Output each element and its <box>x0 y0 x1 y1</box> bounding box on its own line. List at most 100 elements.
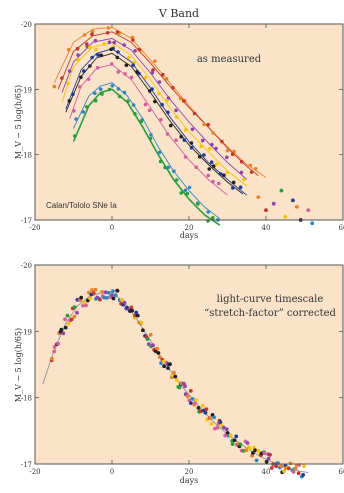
observation-point <box>90 55 94 60</box>
observation-point <box>63 317 67 322</box>
observation-point <box>211 216 215 220</box>
observation-point <box>84 303 88 308</box>
observation-point <box>106 290 111 295</box>
observation-point <box>161 359 166 364</box>
y-tick-labels-measured: -20 -19 -18 -17 <box>21 21 32 225</box>
observation-point <box>66 81 70 86</box>
observation-point <box>111 296 116 301</box>
observation-point <box>143 102 148 107</box>
observation-point <box>157 91 161 96</box>
observation-point <box>223 433 228 438</box>
observation-point <box>248 163 253 168</box>
observation-point <box>211 164 216 168</box>
observation-point <box>293 466 298 471</box>
observation-point <box>75 310 79 315</box>
observation-point <box>116 87 121 91</box>
observation-point <box>165 99 169 103</box>
observation-point <box>150 87 154 91</box>
observation-point <box>98 87 103 91</box>
observation-point <box>232 438 237 443</box>
observation-point <box>187 398 192 403</box>
observation-point <box>82 33 87 37</box>
observation-point <box>88 64 92 68</box>
observation-point <box>202 122 206 127</box>
observation-point <box>123 72 127 76</box>
observation-point <box>282 469 286 474</box>
observation-point <box>112 40 116 45</box>
observation-point <box>118 94 122 99</box>
observation-point <box>196 406 201 410</box>
observation-point <box>124 63 129 67</box>
observation-point <box>147 89 152 93</box>
x-tick-label: 0 <box>110 224 114 232</box>
observation-point <box>71 92 75 96</box>
observation-point <box>88 296 93 301</box>
observation-point <box>151 68 155 72</box>
observation-point <box>133 313 138 318</box>
corner-label-calan-tololo: Calan/Tololo SNe Ia <box>46 201 117 210</box>
observation-point <box>256 195 261 200</box>
observed-points-measured <box>52 26 315 226</box>
observation-point <box>133 49 137 53</box>
x-tick-label: 0 <box>110 468 114 476</box>
observation-point <box>86 77 91 81</box>
observation-point <box>269 466 274 470</box>
light-curves-measured <box>53 26 267 226</box>
observation-point <box>66 321 71 326</box>
observation-point <box>162 364 167 369</box>
observation-point <box>253 166 258 171</box>
observation-point <box>174 178 179 182</box>
observation-point <box>63 325 68 330</box>
observation-point <box>185 191 190 196</box>
observation-point <box>208 416 213 421</box>
observation-point <box>183 128 188 132</box>
observation-point <box>116 50 120 54</box>
y-axis-label-measured: M_V − 5 log(h/65) <box>14 85 23 159</box>
observation-point <box>72 109 76 113</box>
observation-point <box>302 464 306 468</box>
observation-point <box>110 293 114 298</box>
observation-point <box>125 305 129 310</box>
observation-point <box>72 314 77 319</box>
observation-point <box>242 177 246 182</box>
observation-point <box>151 343 155 347</box>
observation-point <box>271 201 276 206</box>
observation-point <box>264 208 268 213</box>
observation-point <box>286 466 291 471</box>
chart-panel-measured: -20 0 20 40 60 -20 -19 -18 -17 as measured Cala… <box>14 21 344 240</box>
observation-point <box>218 172 223 176</box>
observation-point <box>159 117 163 122</box>
observation-point <box>189 401 193 405</box>
observation-point <box>192 111 197 116</box>
observation-point <box>72 305 77 309</box>
observation-point <box>161 72 165 77</box>
annotation-as-measured: as measured <box>197 54 262 65</box>
observation-point <box>158 159 163 164</box>
observation-point <box>166 110 170 115</box>
observation-point <box>85 105 89 109</box>
observation-point <box>50 356 54 361</box>
observation-point <box>143 75 148 80</box>
observation-point <box>166 366 170 370</box>
x-tick-labels-measured: -20 0 20 40 60 <box>29 224 344 232</box>
observation-point <box>164 76 169 81</box>
plot-frame-measured <box>34 23 344 221</box>
observation-point <box>129 305 134 310</box>
observation-point <box>113 293 118 298</box>
light-curve-line <box>53 26 267 178</box>
observation-point <box>244 448 249 453</box>
observation-point <box>135 70 139 74</box>
observation-point <box>91 291 96 295</box>
observed-points-corrected <box>49 287 306 479</box>
observation-point <box>160 102 164 107</box>
observation-point <box>61 331 66 336</box>
observation-point <box>245 441 250 445</box>
observation-point <box>111 289 115 294</box>
observation-point <box>93 98 98 103</box>
observation-point <box>90 32 94 37</box>
observation-point <box>73 134 77 138</box>
observation-point <box>212 415 217 420</box>
observation-point <box>115 288 120 293</box>
observation-point <box>131 63 135 67</box>
observation-point <box>268 452 272 457</box>
